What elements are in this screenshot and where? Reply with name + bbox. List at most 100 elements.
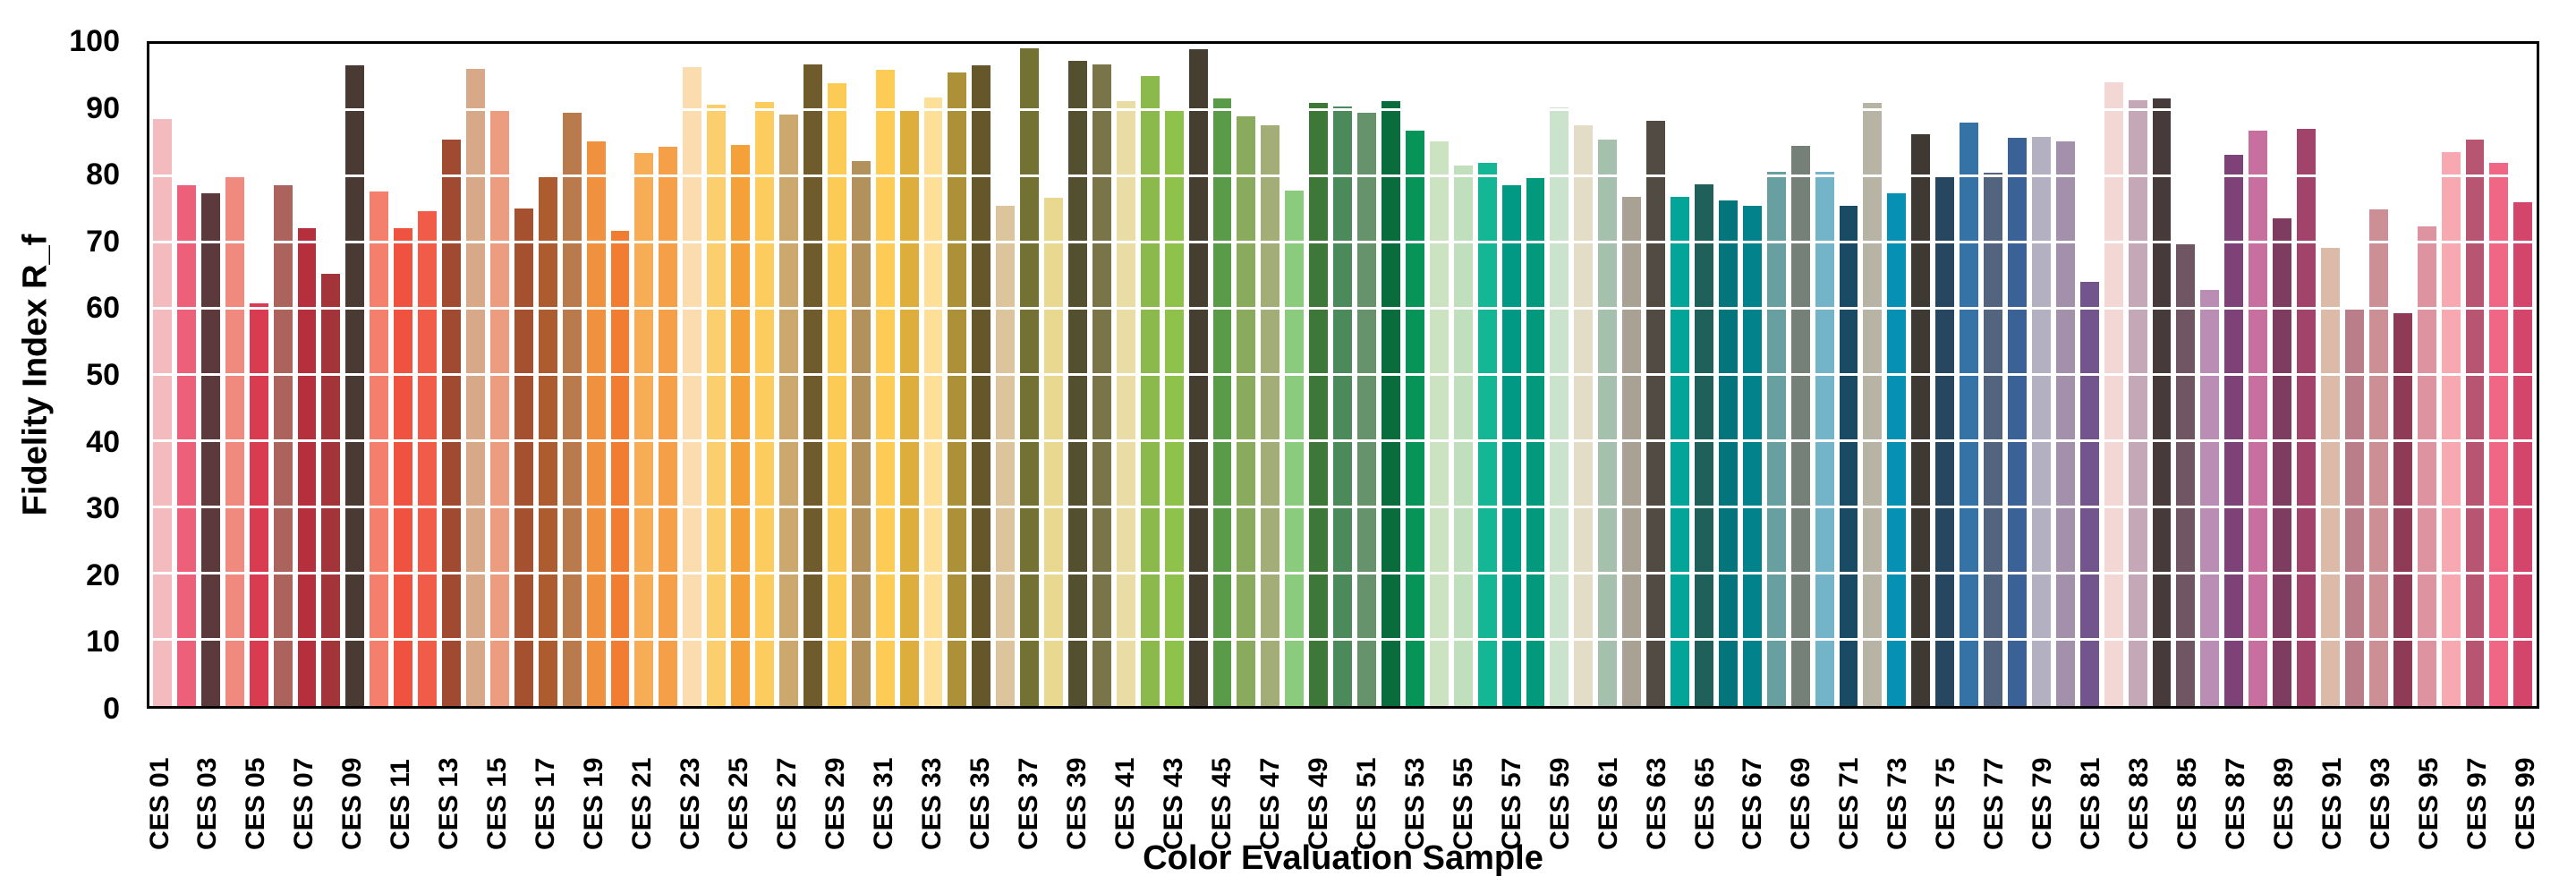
x-tick-cell-CES-64 (1671, 716, 1690, 850)
x-tick-CES-05: CES 05 (241, 757, 271, 850)
x-tick-CES-07: CES 07 (289, 757, 319, 850)
bar-CES-61 (1598, 139, 1618, 706)
bar-CES-66 (1718, 200, 1738, 706)
x-tick-CES-17: CES 17 (531, 757, 561, 850)
x-tick-cell-CES-92 (2348, 716, 2367, 850)
x-tick-cell-CES-74 (1913, 716, 1932, 850)
bar-CES-91 (2320, 247, 2340, 706)
bar-CES-90 (2297, 129, 2316, 706)
x-tick-CES-79: CES 79 (2028, 757, 2058, 850)
x-tick-cell-CES-27: CES 27 (772, 716, 802, 850)
x-tick-cell-CES-63: CES 63 (1642, 716, 1671, 850)
x-tick-cell-CES-86 (2203, 716, 2222, 850)
bar-CES-64 (1671, 196, 1689, 706)
bar-CES-12 (418, 211, 438, 706)
x-tick-cell-CES-12 (416, 716, 435, 850)
y-tick-60: 60 (86, 291, 120, 326)
bar-CES-38 (1044, 198, 1064, 706)
bar-CES-45 (1212, 98, 1232, 706)
bar-CES-68 (1766, 171, 1786, 706)
bar-CES-39 (1068, 61, 1087, 706)
x-tick-CES-95: CES 95 (2414, 757, 2444, 850)
x-tick-cell-CES-52 (1382, 716, 1400, 850)
bar-CES-97 (2465, 139, 2485, 706)
x-tick-cell-CES-75: CES 75 (1931, 716, 1960, 850)
x-tick-cell-CES-65: CES 65 (1690, 716, 1720, 850)
x-tick-cell-CES-26 (754, 716, 773, 850)
x-tick-CES-43: CES 43 (1158, 757, 1188, 850)
bar-CES-83 (2128, 99, 2147, 706)
x-tick-cell-CES-91: CES 91 (2317, 716, 2347, 850)
x-tick-cell-CES-62 (1623, 716, 1642, 850)
x-tick-cell-CES-17: CES 17 (531, 716, 560, 850)
bar-CES-55 (1453, 166, 1473, 706)
x-tick-cell-CES-22 (658, 716, 676, 850)
x-tick-cell-CES-43: CES 43 (1159, 716, 1188, 850)
x-tick-cell-CES-68 (1768, 716, 1787, 850)
bar-CES-78 (2007, 138, 2027, 706)
bar-CES-36 (996, 205, 1016, 706)
bar-CES-37 (1020, 48, 1040, 706)
bar-CES-80 (2055, 140, 2075, 706)
x-tick-cell-CES-77: CES 77 (1979, 716, 2009, 850)
x-tick-cell-CES-31: CES 31 (869, 716, 898, 850)
bar-CES-28 (803, 64, 822, 706)
bar-CES-01 (153, 119, 172, 706)
bar-CES-73 (1887, 192, 1907, 706)
x-tick-cell-CES-98 (2492, 716, 2511, 850)
bar-CES-47 (1261, 125, 1280, 706)
x-tick-cell-CES-42 (1140, 716, 1159, 850)
x-tick-CES-61: CES 61 (1593, 757, 1623, 850)
x-tick-cell-CES-69: CES 69 (1786, 716, 1815, 850)
y-tick-100: 100 (69, 24, 120, 58)
bar-CES-79 (2031, 136, 2051, 706)
bar-CES-69 (1790, 145, 1810, 706)
x-tick-CES-35: CES 35 (965, 757, 995, 850)
x-tick-CES-33: CES 33 (917, 757, 947, 850)
x-tick-CES-71: CES 71 (1834, 757, 1865, 850)
bar-CES-19 (586, 140, 606, 706)
x-tick-CES-93: CES 93 (2366, 757, 2396, 850)
x-axis-title: Color Evaluation Sample (1143, 839, 1543, 877)
bar-CES-33 (923, 97, 943, 706)
x-tick-CES-27: CES 27 (772, 757, 803, 850)
y-tick-30: 30 (86, 491, 120, 526)
bar-CES-41 (1116, 100, 1135, 706)
bar-CES-44 (1188, 48, 1208, 706)
x-tick-cell-CES-50 (1333, 716, 1352, 850)
x-tick-CES-85: CES 85 (2172, 757, 2203, 850)
x-tick-cell-CES-02 (174, 716, 193, 850)
y-tick-20: 20 (86, 557, 120, 592)
bar-CES-09 (345, 64, 365, 706)
bar-CES-32 (899, 110, 919, 706)
x-tick-cell-CES-09: CES 09 (337, 716, 367, 850)
x-tick-cell-CES-54 (1430, 716, 1449, 850)
x-tick-cell-CES-80 (2058, 716, 2077, 850)
x-tick-cell-CES-51: CES 51 (1352, 716, 1382, 850)
x-tick-cell-CES-76 (1961, 716, 1980, 850)
x-tick-cell-CES-58 (1526, 716, 1545, 850)
x-tick-CES-53: CES 53 (1399, 757, 1430, 850)
x-tick-cell-CES-71: CES 71 (1834, 716, 1864, 850)
y-tick-80: 80 (86, 157, 120, 192)
x-tick-cell-CES-41: CES 41 (1110, 716, 1140, 850)
bar-CES-10 (370, 191, 389, 706)
y-tick-10: 10 (86, 625, 120, 659)
x-tick-cell-CES-35: CES 35 (965, 716, 995, 850)
x-tick-cell-CES-30 (851, 716, 870, 850)
bar-CES-06 (273, 185, 293, 706)
x-tick-CES-77: CES 77 (1979, 757, 2010, 850)
x-tick-cell-CES-03: CES 03 (192, 716, 222, 850)
x-tick-cell-CES-07: CES 07 (289, 716, 319, 850)
x-tick-CES-11: CES 11 (386, 759, 416, 850)
x-tick-cell-CES-48 (1285, 716, 1304, 850)
x-tick-CES-99: CES 99 (2510, 757, 2540, 850)
x-tick-CES-83: CES 83 (2124, 757, 2155, 850)
plot-area (147, 41, 2539, 709)
x-tick-CES-47: CES 47 (1254, 757, 1285, 850)
x-tick-cell-CES-34 (947, 716, 965, 850)
x-tick-cell-CES-81: CES 81 (2076, 716, 2105, 850)
x-tick-CES-73: CES 73 (1883, 757, 1913, 850)
x-tick-CES-21: CES 21 (627, 757, 658, 850)
